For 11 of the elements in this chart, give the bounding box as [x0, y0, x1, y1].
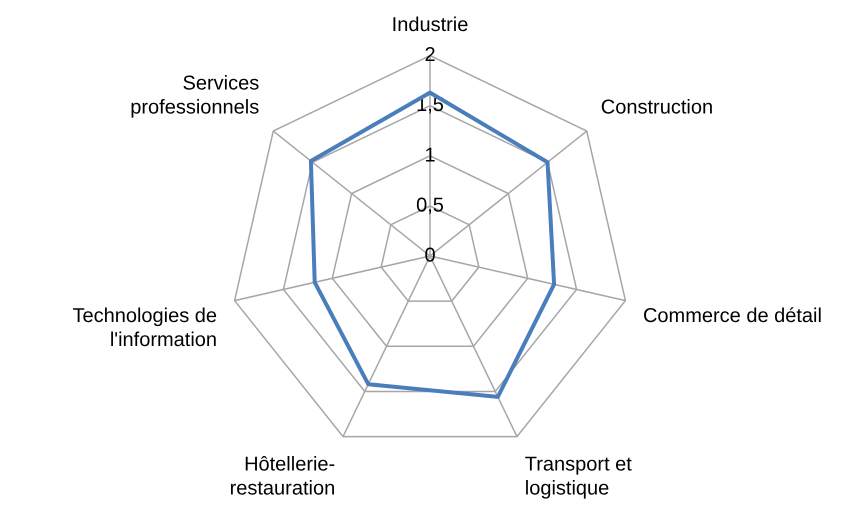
spoke-label: Commerce de détail — [642, 305, 822, 328]
spoke-label: Services professionnels — [130, 72, 260, 118]
spoke-label: Industrie — [392, 14, 468, 36]
spoke-label: Technologies de l'information — [72, 305, 218, 352]
spoke-label: Hôtellerie-restauration — [230, 453, 336, 500]
spoke-label: Construction — [600, 96, 714, 118]
spoke-label: Transport et logistique — [524, 453, 632, 500]
y-tick-label: 2 — [424, 44, 436, 66]
y-tick-label: 0 — [424, 244, 436, 267]
y-tick-label: 1 — [424, 144, 436, 166]
y-tick-label: 0,5 — [416, 194, 444, 216]
